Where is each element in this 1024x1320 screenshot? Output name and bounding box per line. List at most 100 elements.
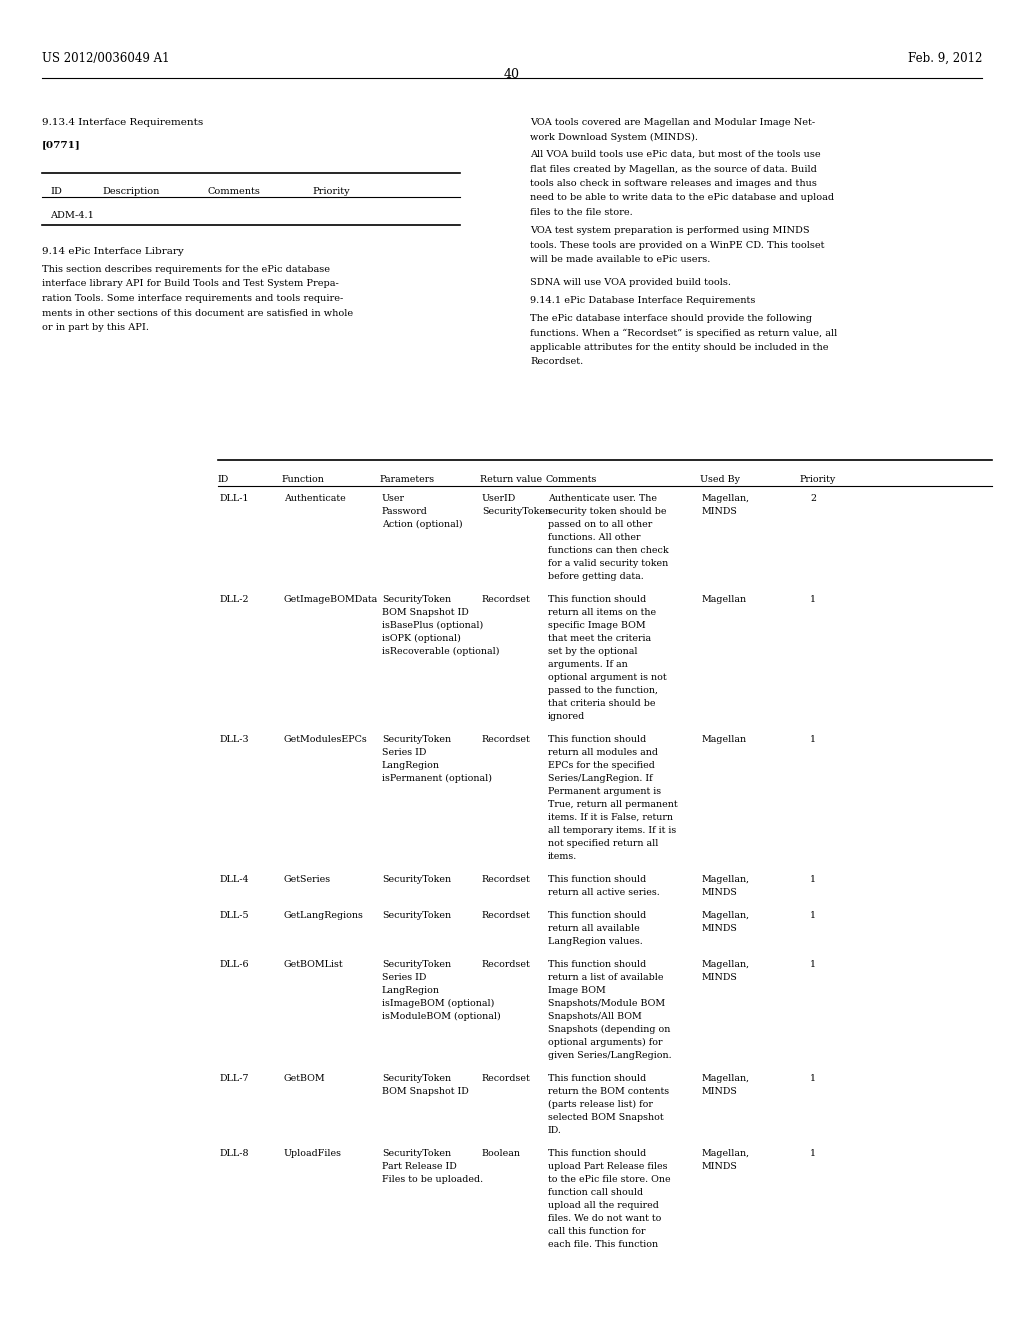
Text: specific Image BOM: specific Image BOM bbox=[548, 620, 645, 630]
Text: that criteria should be: that criteria should be bbox=[548, 700, 655, 708]
Text: SecurityToken: SecurityToken bbox=[382, 911, 452, 920]
Text: MINDS: MINDS bbox=[702, 1086, 738, 1096]
Text: Magellan,: Magellan, bbox=[702, 1148, 751, 1158]
Text: Authenticate user. The: Authenticate user. The bbox=[548, 494, 657, 503]
Text: Priority: Priority bbox=[800, 475, 837, 484]
Text: Magellan,: Magellan, bbox=[702, 875, 751, 884]
Text: VOA test system preparation is performed using MINDS: VOA test system preparation is performed… bbox=[530, 226, 810, 235]
Text: 1: 1 bbox=[810, 595, 816, 605]
Text: Magellan,: Magellan, bbox=[702, 494, 751, 503]
Text: This function should: This function should bbox=[548, 595, 646, 605]
Text: All VOA build tools use ePic data, but most of the tools use: All VOA build tools use ePic data, but m… bbox=[530, 150, 820, 158]
Text: all temporary items. If it is: all temporary items. If it is bbox=[548, 826, 676, 836]
Text: before getting data.: before getting data. bbox=[548, 572, 644, 581]
Text: Recordset: Recordset bbox=[482, 735, 530, 744]
Text: items.: items. bbox=[548, 851, 578, 861]
Text: Image BOM: Image BOM bbox=[548, 986, 606, 995]
Text: SecurityToken: SecurityToken bbox=[382, 960, 452, 969]
Text: Recordset: Recordset bbox=[482, 960, 530, 969]
Text: for a valid security token: for a valid security token bbox=[548, 558, 669, 568]
Text: Boolean: Boolean bbox=[482, 1148, 521, 1158]
Text: files to the file store.: files to the file store. bbox=[530, 209, 633, 216]
Text: items. If it is False, return: items. If it is False, return bbox=[548, 813, 673, 822]
Text: Snapshots (depending on: Snapshots (depending on bbox=[548, 1026, 671, 1034]
Text: tools also check in software releases and images and thus: tools also check in software releases an… bbox=[530, 180, 817, 187]
Text: that meet the criteria: that meet the criteria bbox=[548, 634, 651, 643]
Text: return a list of available: return a list of available bbox=[548, 973, 664, 982]
Text: not specified return all: not specified return all bbox=[548, 840, 658, 847]
Text: This function should: This function should bbox=[548, 960, 646, 969]
Text: (parts release list) for: (parts release list) for bbox=[548, 1100, 653, 1109]
Text: 9.14.1 ePic Database Interface Requirements: 9.14.1 ePic Database Interface Requireme… bbox=[530, 296, 756, 305]
Text: return all items on the: return all items on the bbox=[548, 609, 656, 616]
Text: ADM-4.1: ADM-4.1 bbox=[50, 211, 94, 220]
Text: given Series/LangRegion.: given Series/LangRegion. bbox=[548, 1051, 672, 1060]
Text: return all active series.: return all active series. bbox=[548, 888, 659, 898]
Text: 1: 1 bbox=[810, 1074, 816, 1082]
Text: True, return all permanent: True, return all permanent bbox=[548, 800, 678, 809]
Text: MINDS: MINDS bbox=[702, 924, 738, 933]
Text: DLL-3: DLL-3 bbox=[220, 735, 250, 744]
Text: functions can then check: functions can then check bbox=[548, 546, 669, 554]
Text: SecurityToken: SecurityToken bbox=[482, 507, 551, 516]
Text: LangRegion: LangRegion bbox=[382, 762, 440, 770]
Text: Return value: Return value bbox=[480, 475, 542, 484]
Text: interface library API for Build Tools and Test System Prepa-: interface library API for Build Tools an… bbox=[42, 280, 339, 289]
Text: Series ID: Series ID bbox=[382, 748, 426, 756]
Text: return the BOM contents: return the BOM contents bbox=[548, 1086, 669, 1096]
Text: Magellan,: Magellan, bbox=[702, 960, 751, 969]
Text: isOPK (optional): isOPK (optional) bbox=[382, 634, 461, 643]
Text: This function should: This function should bbox=[548, 911, 646, 920]
Text: GetModulesEPCs: GetModulesEPCs bbox=[284, 735, 368, 744]
Text: isImageBOM (optional): isImageBOM (optional) bbox=[382, 999, 495, 1008]
Text: LangRegion: LangRegion bbox=[382, 986, 440, 995]
Text: Function: Function bbox=[282, 475, 325, 484]
Text: upload Part Release files: upload Part Release files bbox=[548, 1162, 668, 1171]
Text: to the ePic file store. One: to the ePic file store. One bbox=[548, 1175, 671, 1184]
Text: GetSeries: GetSeries bbox=[284, 875, 331, 884]
Text: VOA tools covered are Magellan and Modular Image Net-: VOA tools covered are Magellan and Modul… bbox=[530, 117, 815, 127]
Text: This function should: This function should bbox=[548, 1074, 646, 1082]
Text: 9.13.4 Interface Requirements: 9.13.4 Interface Requirements bbox=[42, 117, 203, 127]
Text: optional argument is not: optional argument is not bbox=[548, 673, 667, 682]
Text: DLL-4: DLL-4 bbox=[220, 875, 250, 884]
Text: call this function for: call this function for bbox=[548, 1228, 645, 1236]
Text: DLL-7: DLL-7 bbox=[220, 1074, 250, 1082]
Text: GetImageBOMData: GetImageBOMData bbox=[284, 595, 378, 605]
Text: Action (optional): Action (optional) bbox=[382, 520, 463, 529]
Text: Recordset: Recordset bbox=[482, 875, 530, 884]
Text: each file. This function: each file. This function bbox=[548, 1239, 658, 1249]
Text: SecurityToken: SecurityToken bbox=[382, 1148, 452, 1158]
Text: isModuleBOM (optional): isModuleBOM (optional) bbox=[382, 1012, 501, 1022]
Text: need to be able to write data to the ePic database and upload: need to be able to write data to the ePi… bbox=[530, 194, 835, 202]
Text: Magellan: Magellan bbox=[702, 735, 748, 744]
Text: SecurityToken: SecurityToken bbox=[382, 735, 452, 744]
Text: Series/LangRegion. If: Series/LangRegion. If bbox=[548, 774, 652, 783]
Text: Priority: Priority bbox=[312, 187, 349, 195]
Text: 9.14 ePic Interface Library: 9.14 ePic Interface Library bbox=[42, 247, 183, 256]
Text: ID.: ID. bbox=[548, 1126, 562, 1135]
Text: arguments. If an: arguments. If an bbox=[548, 660, 628, 669]
Text: DLL-8: DLL-8 bbox=[220, 1148, 250, 1158]
Text: 1: 1 bbox=[810, 960, 816, 969]
Text: passed on to all other: passed on to all other bbox=[548, 520, 652, 529]
Text: ID: ID bbox=[218, 475, 229, 484]
Text: return all modules and: return all modules and bbox=[548, 748, 658, 756]
Text: ignored: ignored bbox=[548, 711, 586, 721]
Text: Series ID: Series ID bbox=[382, 973, 426, 982]
Text: function call should: function call should bbox=[548, 1188, 643, 1197]
Text: GetLangRegions: GetLangRegions bbox=[284, 911, 364, 920]
Text: isBasePlus (optional): isBasePlus (optional) bbox=[382, 620, 483, 630]
Text: This function should: This function should bbox=[548, 1148, 646, 1158]
Text: Magellan,: Magellan, bbox=[702, 911, 751, 920]
Text: BOM Snapshot ID: BOM Snapshot ID bbox=[382, 609, 469, 616]
Text: Snapshots/Module BOM: Snapshots/Module BOM bbox=[548, 999, 666, 1008]
Text: Snapshots/All BOM: Snapshots/All BOM bbox=[548, 1012, 642, 1020]
Text: GetBOM: GetBOM bbox=[284, 1074, 326, 1082]
Text: Password: Password bbox=[382, 507, 428, 516]
Text: Comments: Comments bbox=[207, 187, 260, 195]
Text: Used By: Used By bbox=[700, 475, 740, 484]
Text: DLL-2: DLL-2 bbox=[220, 595, 250, 605]
Text: Magellan: Magellan bbox=[702, 595, 748, 605]
Text: applicable attributes for the entity should be included in the: applicable attributes for the entity sho… bbox=[530, 343, 828, 352]
